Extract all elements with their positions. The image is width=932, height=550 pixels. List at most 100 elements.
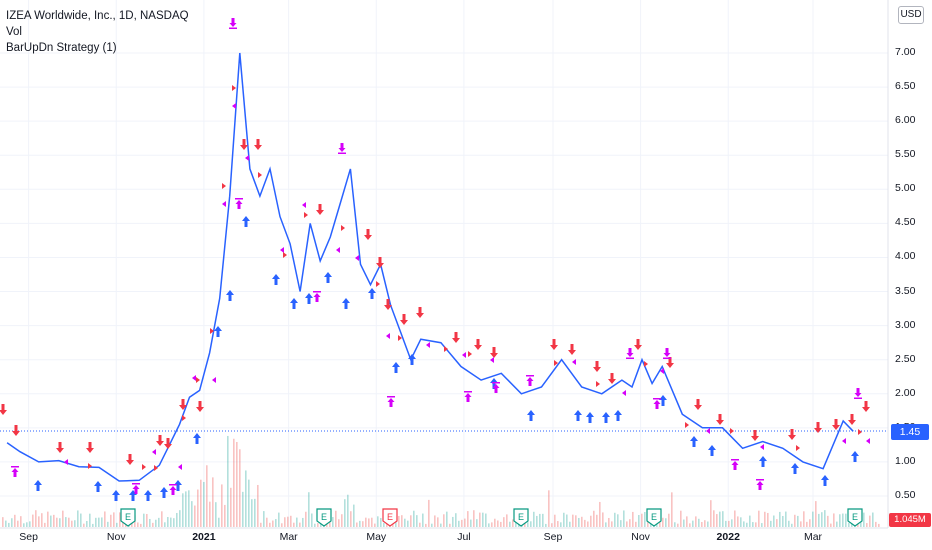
- earnings-marker[interactable]: E: [382, 508, 398, 527]
- signal-tick: [154, 465, 158, 471]
- volume-bar: [755, 522, 757, 527]
- volume-bar: [443, 514, 445, 527]
- exit-marker: [11, 466, 19, 477]
- long-entry-arrow: [791, 463, 799, 474]
- volume-bar: [338, 519, 340, 527]
- volume-bar: [632, 511, 634, 527]
- volume-bar: [560, 522, 562, 527]
- volume-bar: [44, 522, 46, 527]
- volume-bar: [629, 519, 631, 527]
- volume-bar: [350, 511, 352, 527]
- volume-bar: [821, 512, 823, 527]
- short-entry-arrow: [156, 435, 164, 446]
- volume-bar: [617, 514, 619, 527]
- volume-bar: [26, 522, 28, 527]
- volume-bar: [680, 510, 682, 527]
- exit-marker: [626, 348, 634, 359]
- volume-bar: [170, 517, 172, 527]
- volume-bar: [272, 520, 274, 527]
- volume-bar: [551, 523, 553, 527]
- short-entry-arrow: [568, 344, 576, 355]
- earnings-marker[interactable]: E: [847, 508, 863, 527]
- volume-bar: [848, 522, 850, 527]
- volume-bar: [587, 521, 589, 527]
- volume-bar: [188, 490, 190, 527]
- long-entry-arrow: [527, 410, 535, 421]
- volume-bar: [572, 514, 574, 527]
- volume-bar: [119, 512, 121, 527]
- x-tick-label: May: [366, 531, 387, 543]
- short-entry-arrow: [634, 339, 642, 350]
- volume-bar: [380, 517, 382, 527]
- volume-bar: [764, 511, 766, 527]
- volume-bar: [296, 517, 298, 527]
- short-entry-arrow: [416, 307, 424, 318]
- volume-bar: [683, 519, 685, 527]
- volume-bar: [428, 499, 430, 527]
- currency-button[interactable]: USD: [898, 6, 924, 24]
- long-entry-arrow: [242, 216, 250, 227]
- volume-bar: [56, 517, 58, 527]
- signal-tick: [280, 247, 284, 253]
- volume-bar: [500, 521, 502, 527]
- volume-bar: [32, 514, 34, 527]
- volume-bar: [638, 515, 640, 527]
- earnings-marker[interactable]: E: [316, 508, 332, 527]
- x-tick-label: Nov: [106, 531, 126, 543]
- volume-bar: [689, 523, 691, 527]
- volume-bar: [53, 514, 55, 527]
- volume-bar: [665, 518, 667, 527]
- volume-bar: [473, 510, 475, 527]
- strategy-indicator-label[interactable]: BarUpDn Strategy (1): [6, 42, 117, 54]
- volume-bar: [92, 523, 94, 527]
- x-tick-label: Sep: [543, 531, 563, 543]
- volume-bar: [110, 514, 112, 527]
- short-entry-arrow: [666, 357, 674, 368]
- earnings-marker[interactable]: E: [120, 508, 136, 527]
- y-tick-label: 5.00: [895, 182, 916, 195]
- volume-bar: [62, 510, 64, 527]
- long-entry-arrow: [586, 412, 594, 423]
- short-entry-arrow: [179, 399, 187, 410]
- volume-bar: [65, 517, 67, 527]
- volume-bar: [371, 517, 373, 527]
- volume-bar: [176, 512, 178, 527]
- long-entry-arrow: [690, 436, 698, 447]
- volume-bar: [257, 484, 259, 527]
- last-price-badge: 1.45: [891, 424, 929, 440]
- long-entry-arrow: [193, 433, 201, 444]
- short-entry-arrow: [0, 404, 7, 415]
- long-entry-arrow: [614, 410, 622, 421]
- earnings-marker[interactable]: E: [513, 508, 529, 527]
- symbol-title[interactable]: IZEA Worldwide, Inc., 1D, NASDAQ: [6, 10, 189, 22]
- grid: [0, 0, 888, 528]
- short-entry-arrow: [788, 429, 796, 440]
- volume-bar: [506, 514, 508, 527]
- volume-bar: [869, 515, 871, 527]
- earnings-marker[interactable]: E: [646, 508, 662, 527]
- x-tick-label: 2022: [716, 531, 740, 543]
- volume-bar: [344, 499, 346, 527]
- volume-indicator-label[interactable]: Vol: [6, 26, 22, 38]
- svg-text:E: E: [651, 512, 657, 522]
- short-entry-arrow: [164, 438, 172, 449]
- volume-bar: [767, 512, 769, 527]
- volume-bar: [863, 512, 865, 527]
- volume-bar: [164, 522, 166, 527]
- volume-bar: [401, 515, 403, 527]
- long-entry-arrow: [94, 481, 102, 492]
- short-entry-arrow: [814, 422, 822, 433]
- volume-bar: [464, 518, 466, 527]
- volume-bar: [677, 523, 679, 527]
- exit-marker: [464, 391, 472, 402]
- y-tick-label: 2.00: [895, 386, 916, 399]
- volume-bar: [203, 481, 205, 527]
- volume-bar: [383, 522, 385, 527]
- volume-bar: [305, 511, 307, 527]
- signal-tick: [222, 201, 226, 207]
- volume-bar: [23, 523, 25, 527]
- volume-bar: [674, 522, 676, 527]
- volume-bar: [8, 522, 10, 527]
- short-entry-arrow: [608, 373, 616, 384]
